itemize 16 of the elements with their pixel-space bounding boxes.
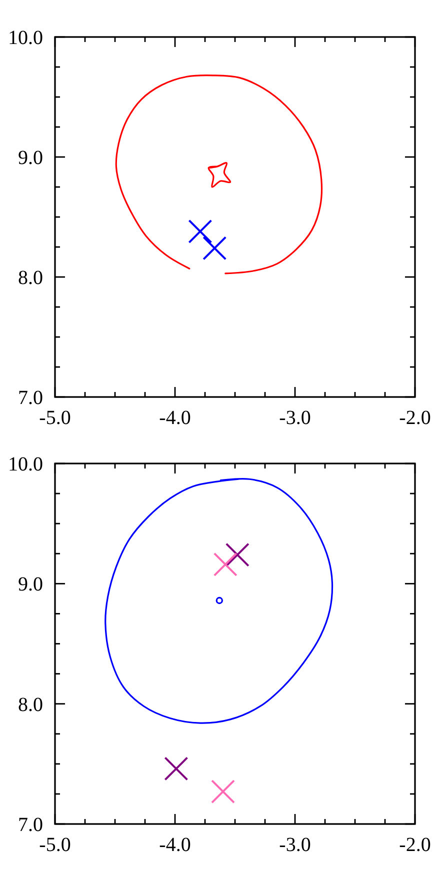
y-tick-label: 9.0	[18, 574, 43, 596]
x-tick-label: -3.0	[279, 407, 311, 429]
y-tick-label: 8.0	[18, 267, 43, 289]
x-tick-label: -2.0	[399, 407, 431, 429]
x-tick-label: -5.0	[39, 834, 71, 856]
x-tick-label: -2.0	[399, 834, 431, 856]
x-tick-label: -4.0	[159, 834, 191, 856]
y-tick-label: 10.0	[8, 454, 43, 476]
y-tick-label: 7.0	[18, 814, 43, 836]
y-tick-label: 8.0	[18, 694, 43, 716]
x-tick-label: -3.0	[279, 834, 311, 856]
x-tick-label: -5.0	[39, 407, 71, 429]
x-tick-label: -4.0	[159, 407, 191, 429]
y-tick-label: 7.0	[18, 387, 43, 409]
y-tick-label: 9.0	[18, 147, 43, 169]
y-tick-label: 10.0	[8, 27, 43, 49]
